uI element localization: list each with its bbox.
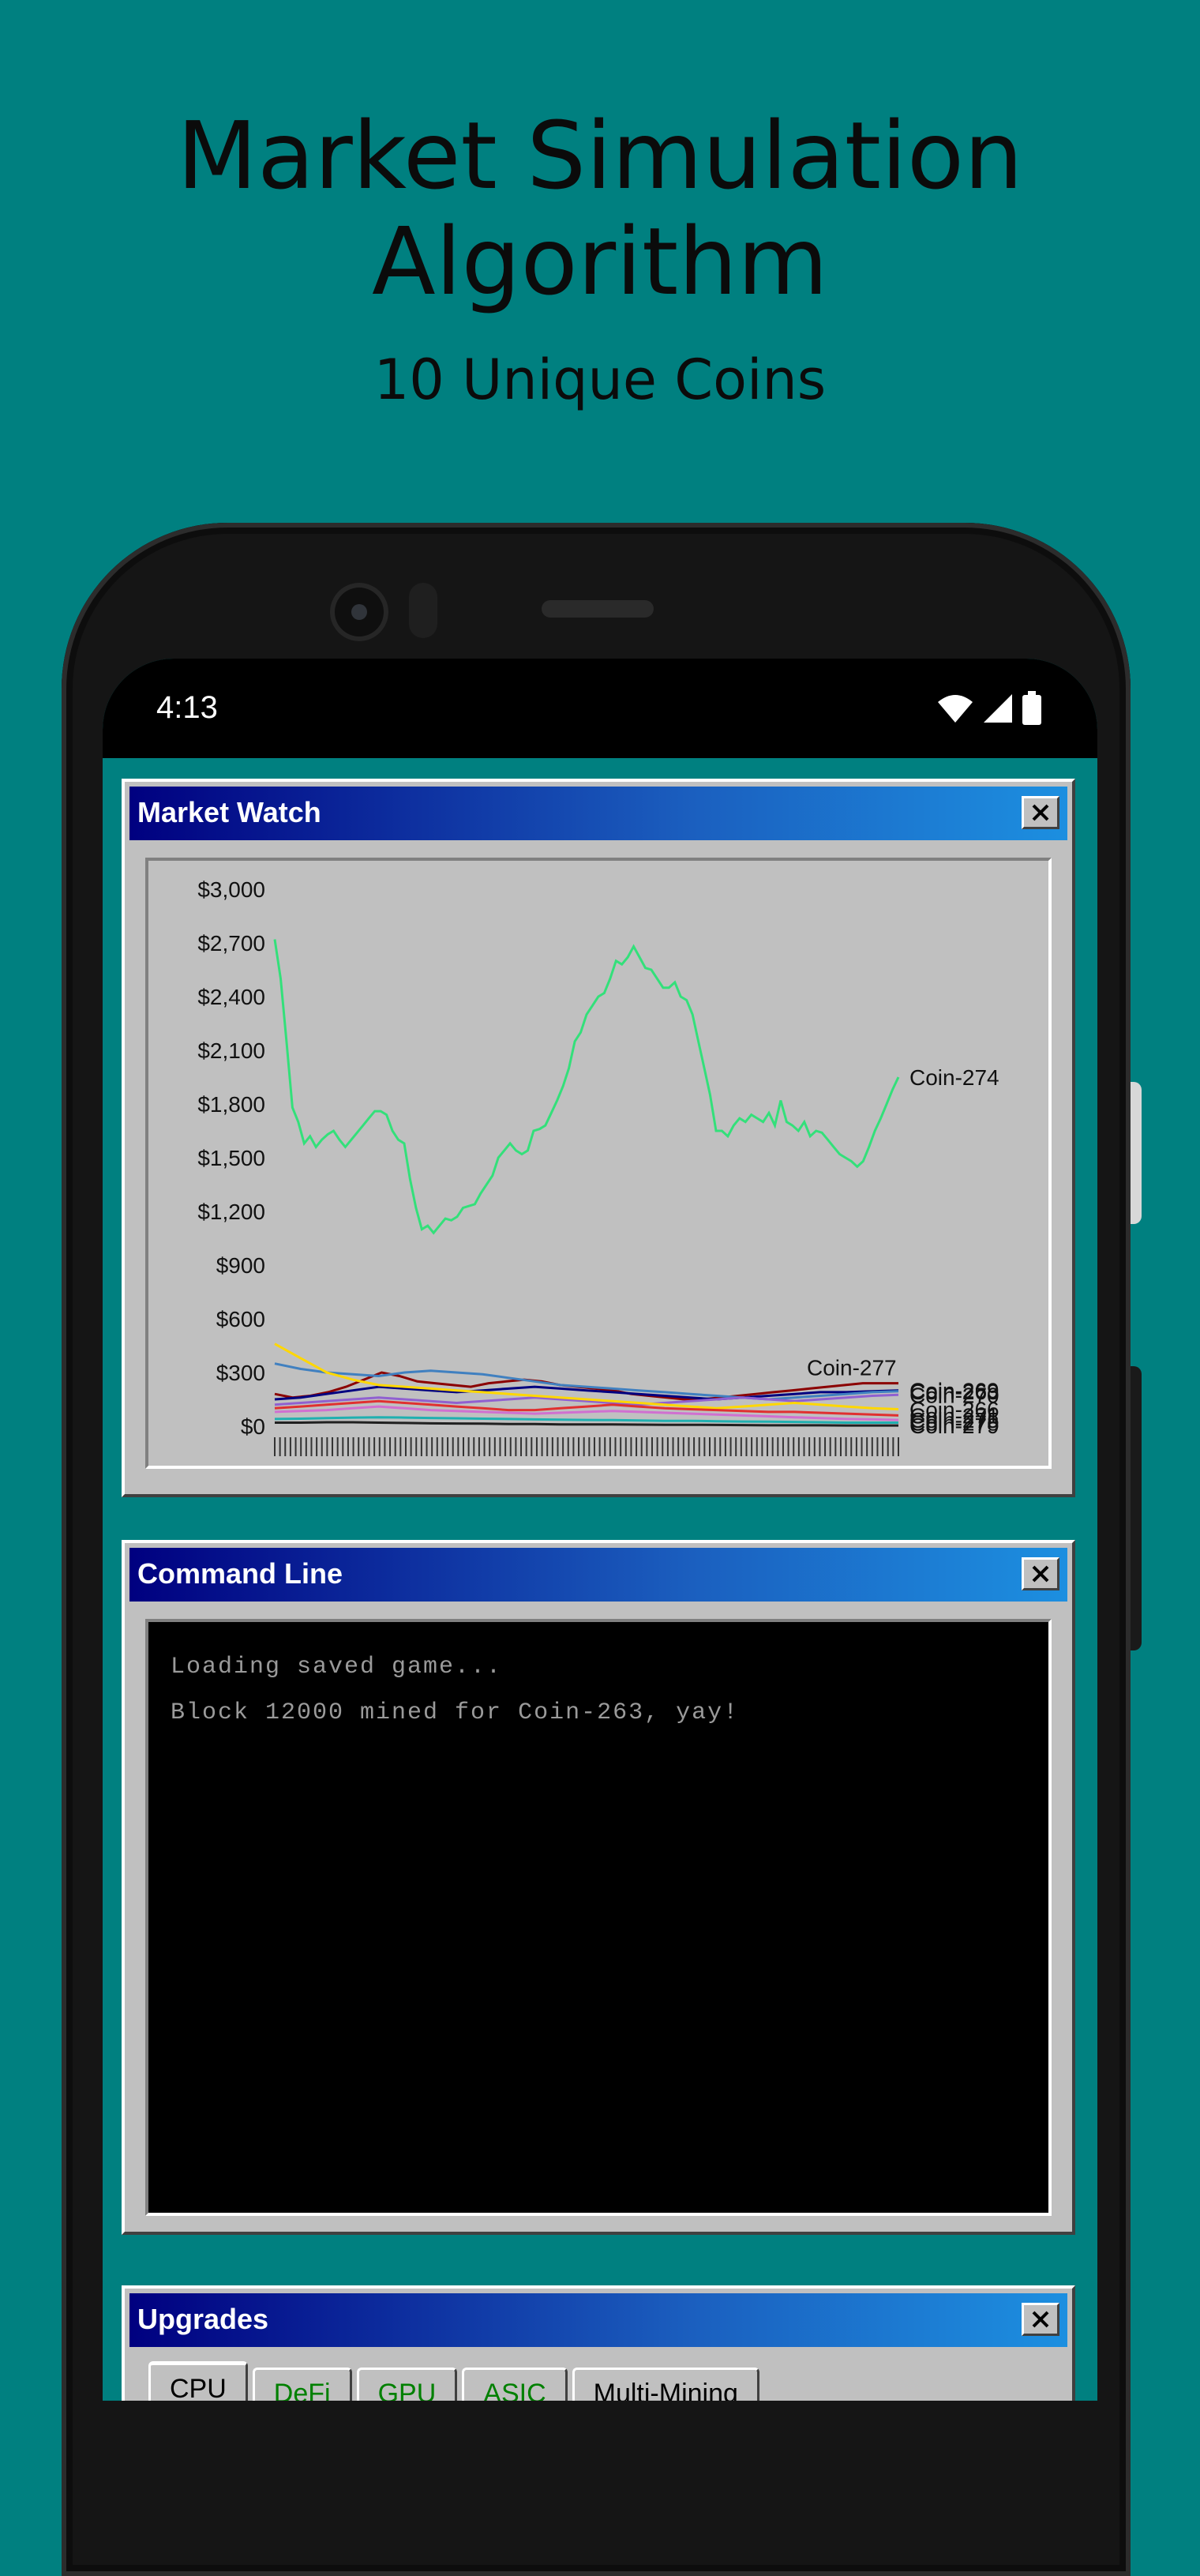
command-line-window: Command Line Loading saved game... Block… bbox=[122, 1540, 1075, 2235]
close-icon bbox=[1032, 804, 1049, 821]
series-label: Coin-274 bbox=[909, 1065, 999, 1090]
series-label: Coin-263 bbox=[909, 1380, 999, 1404]
battery-icon bbox=[1022, 691, 1041, 725]
series-line-coin-274 bbox=[273, 939, 900, 1235]
market-watch-close-button[interactable] bbox=[1022, 796, 1059, 829]
series-line-coin-263 bbox=[274, 1362, 899, 1401]
series-label: Coin-275 bbox=[909, 1408, 999, 1433]
status-bar: 4:13 bbox=[103, 659, 1097, 758]
y-tick-label: $0 bbox=[241, 1414, 265, 1439]
power-button bbox=[1131, 1082, 1142, 1224]
y-tick-label: $1,500 bbox=[197, 1146, 265, 1170]
market-watch-window: Market Watch $0 $300 $600 $900 $1,200 $1,500 $… bbox=[122, 779, 1075, 1497]
market-watch-titlebar[interactable]: Market Watch bbox=[129, 787, 1067, 840]
y-tick-label: $300 bbox=[216, 1361, 265, 1385]
console-line: Block 12000 mined for Coin-263, yay! bbox=[171, 1699, 740, 1726]
tab-cpu[interactable]: CPU bbox=[148, 2361, 248, 2401]
upgrades-window: Upgrades CPU DeFi GPU ASIC Multi-Mining bbox=[122, 2285, 1075, 2401]
y-tick-label: $600 bbox=[216, 1307, 265, 1331]
promo-subtitle: 10 Unique Coins bbox=[373, 347, 827, 412]
y-tick-label: $1,800 bbox=[197, 1092, 265, 1117]
y-tick-label: $900 bbox=[216, 1253, 265, 1278]
series-label: Coin-269 bbox=[909, 1379, 999, 1403]
series-line-coin-266 bbox=[274, 1342, 899, 1410]
series-line-coin-279 bbox=[275, 1421, 898, 1427]
market-chart-frame: $0 $300 $600 $900 $1,200 $1,500 $1,800 $2,100 $2… bbox=[145, 858, 1052, 1469]
proximity-sensor bbox=[409, 583, 437, 638]
y-tick-label: $2,100 bbox=[197, 1038, 265, 1063]
series-line-coin-275 bbox=[274, 1405, 899, 1421]
wifi-icon bbox=[938, 695, 973, 723]
series-line-coin-269 bbox=[274, 1385, 899, 1401]
y-tick-label: $3,000 bbox=[197, 877, 265, 902]
y-tick-label: $2,700 bbox=[197, 931, 265, 956]
signal-icon bbox=[984, 694, 1012, 723]
series-label: Coin-279 bbox=[909, 1414, 999, 1438]
series-line-coin-270 bbox=[274, 1393, 899, 1406]
y-tick-label: $1,200 bbox=[197, 1200, 265, 1224]
console-output: Loading saved game... Block 12000 mined … bbox=[145, 1619, 1052, 2216]
series-label: Coin-278 bbox=[909, 1410, 999, 1435]
volume-button bbox=[1131, 1366, 1142, 1650]
series-label: Coin-270 bbox=[909, 1383, 999, 1407]
series-label: Coin-271 bbox=[909, 1403, 999, 1428]
status-icons bbox=[936, 690, 1042, 727]
series-line-coin-278 bbox=[274, 1416, 898, 1424]
tab-gpu[interactable]: GPU bbox=[356, 2368, 458, 2401]
series-line-coin-271 bbox=[274, 1399, 899, 1417]
close-icon bbox=[1032, 1565, 1049, 1583]
phone-screen: 4:13 Market Watch $0 $300 $600 $900 bbox=[103, 659, 1097, 2401]
promo-title: Market Simulation Algorithm bbox=[177, 101, 1023, 316]
upgrades-tabs: CPU DeFi GPU ASIC Multi-Mining bbox=[148, 2361, 759, 2401]
upgrades-title: Upgrades bbox=[137, 2303, 269, 2335]
command-line-title: Command Line bbox=[137, 1557, 343, 1590]
tab-defi[interactable]: DeFi bbox=[252, 2368, 352, 2401]
status-time: 4:13 bbox=[156, 690, 218, 725]
earpiece-speaker bbox=[542, 600, 654, 618]
y-tick-label: $2,400 bbox=[197, 985, 265, 1009]
upgrades-titlebar[interactable]: Upgrades bbox=[129, 2293, 1067, 2347]
front-camera-icon bbox=[330, 583, 388, 641]
console-line: Loading saved game... bbox=[171, 1654, 503, 1680]
command-line-close-button[interactable] bbox=[1022, 1557, 1059, 1590]
command-line-titlebar[interactable]: Command Line bbox=[129, 1548, 1067, 1602]
tab-multi-mining[interactable]: Multi-Mining bbox=[572, 2368, 759, 2401]
tab-asic[interactable]: ASIC bbox=[462, 2368, 568, 2401]
market-watch-title: Market Watch bbox=[137, 796, 321, 828]
series-label: Coin-277 bbox=[807, 1356, 897, 1380]
market-chart: $0 $300 $600 $900 $1,200 $1,500 $1,800 $2,100 $2… bbox=[197, 877, 999, 1456]
series-label: Coin-266 bbox=[909, 1397, 999, 1421]
upgrades-close-button[interactable] bbox=[1022, 2303, 1059, 2336]
close-icon bbox=[1032, 2311, 1049, 2328]
